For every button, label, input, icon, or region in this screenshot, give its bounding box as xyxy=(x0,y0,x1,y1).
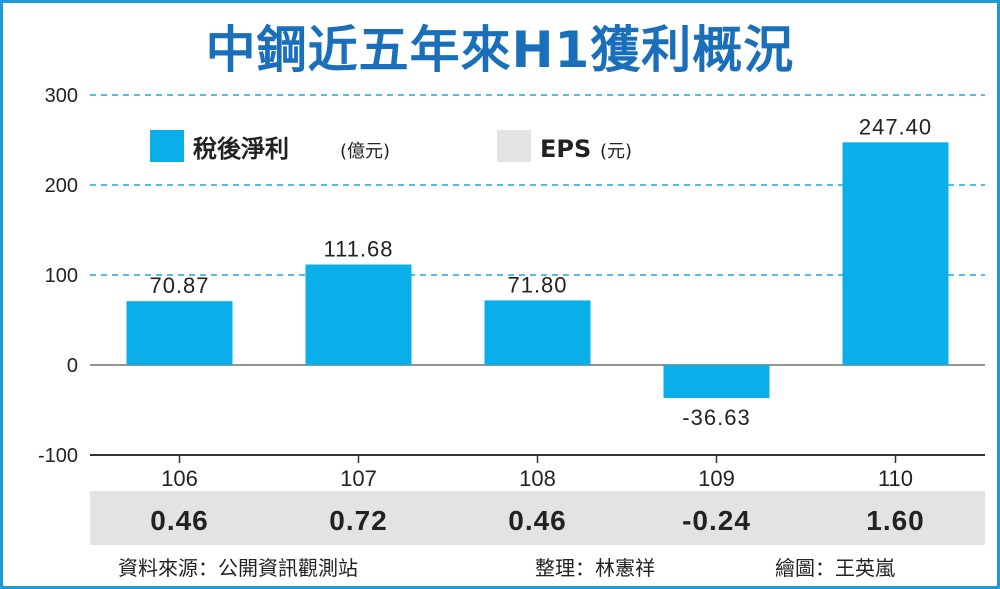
x-tick-label: 106 xyxy=(161,466,198,491)
x-tick-label: 108 xyxy=(519,466,556,491)
bar xyxy=(305,264,412,365)
bar-value-label: 71.80 xyxy=(507,272,567,297)
eps-value-label: 0.72 xyxy=(329,505,388,536)
eps-value-label: 1.60 xyxy=(866,505,925,536)
x-tick-label: 109 xyxy=(698,466,735,491)
legend-label-eps: EPS xyxy=(540,135,591,163)
y-tick-label: 0 xyxy=(67,355,78,377)
legend-swatch-profit xyxy=(150,130,184,162)
bar-value-label: -36.63 xyxy=(682,405,750,430)
bar-value-label: 111.68 xyxy=(323,236,393,261)
footer-editor: 整理：林憲祥 xyxy=(535,556,655,580)
bar xyxy=(484,300,591,365)
bar xyxy=(126,301,233,365)
eps-band: 0.46 0.72 0.46 -0.24 1.60 xyxy=(90,491,985,545)
legend-unit-eps: (元) xyxy=(600,141,632,162)
bar xyxy=(663,365,770,398)
x-tick-label: 107 xyxy=(340,466,377,491)
legend-unit-profit: (億元) xyxy=(340,141,390,162)
bar-value-label: 70.87 xyxy=(149,273,209,298)
y-tick-label: -100 xyxy=(38,445,78,467)
eps-value-label: 0.46 xyxy=(150,505,209,536)
legend: 稅後淨利 (億元) EPS (元) xyxy=(150,130,632,163)
y-tick-label: 300 xyxy=(45,85,78,107)
eps-band-background xyxy=(90,491,985,545)
chart-title: 中鋼近五年來H1獲利概況 xyxy=(205,21,795,79)
legend-label-profit: 稅後淨利 xyxy=(193,135,289,163)
legend-swatch-eps xyxy=(497,130,531,162)
x-tick-label: 110 xyxy=(878,466,913,491)
y-tick-label: 100 xyxy=(45,265,78,287)
bar xyxy=(842,142,949,365)
footer-source: 資料來源：公開資訊觀測站 xyxy=(118,556,358,580)
bars: 70.87 106 111.68 107 71.80 108 -36.63 109 247.40… xyxy=(126,114,949,491)
bar-value-label: 247.40 xyxy=(859,114,932,139)
footer-artist: 繪圖：王英嵐 xyxy=(775,556,895,580)
eps-value-label: 0.46 xyxy=(508,505,567,536)
eps-value-label: -0.24 xyxy=(682,505,751,536)
y-tick-label: 200 xyxy=(45,175,78,197)
